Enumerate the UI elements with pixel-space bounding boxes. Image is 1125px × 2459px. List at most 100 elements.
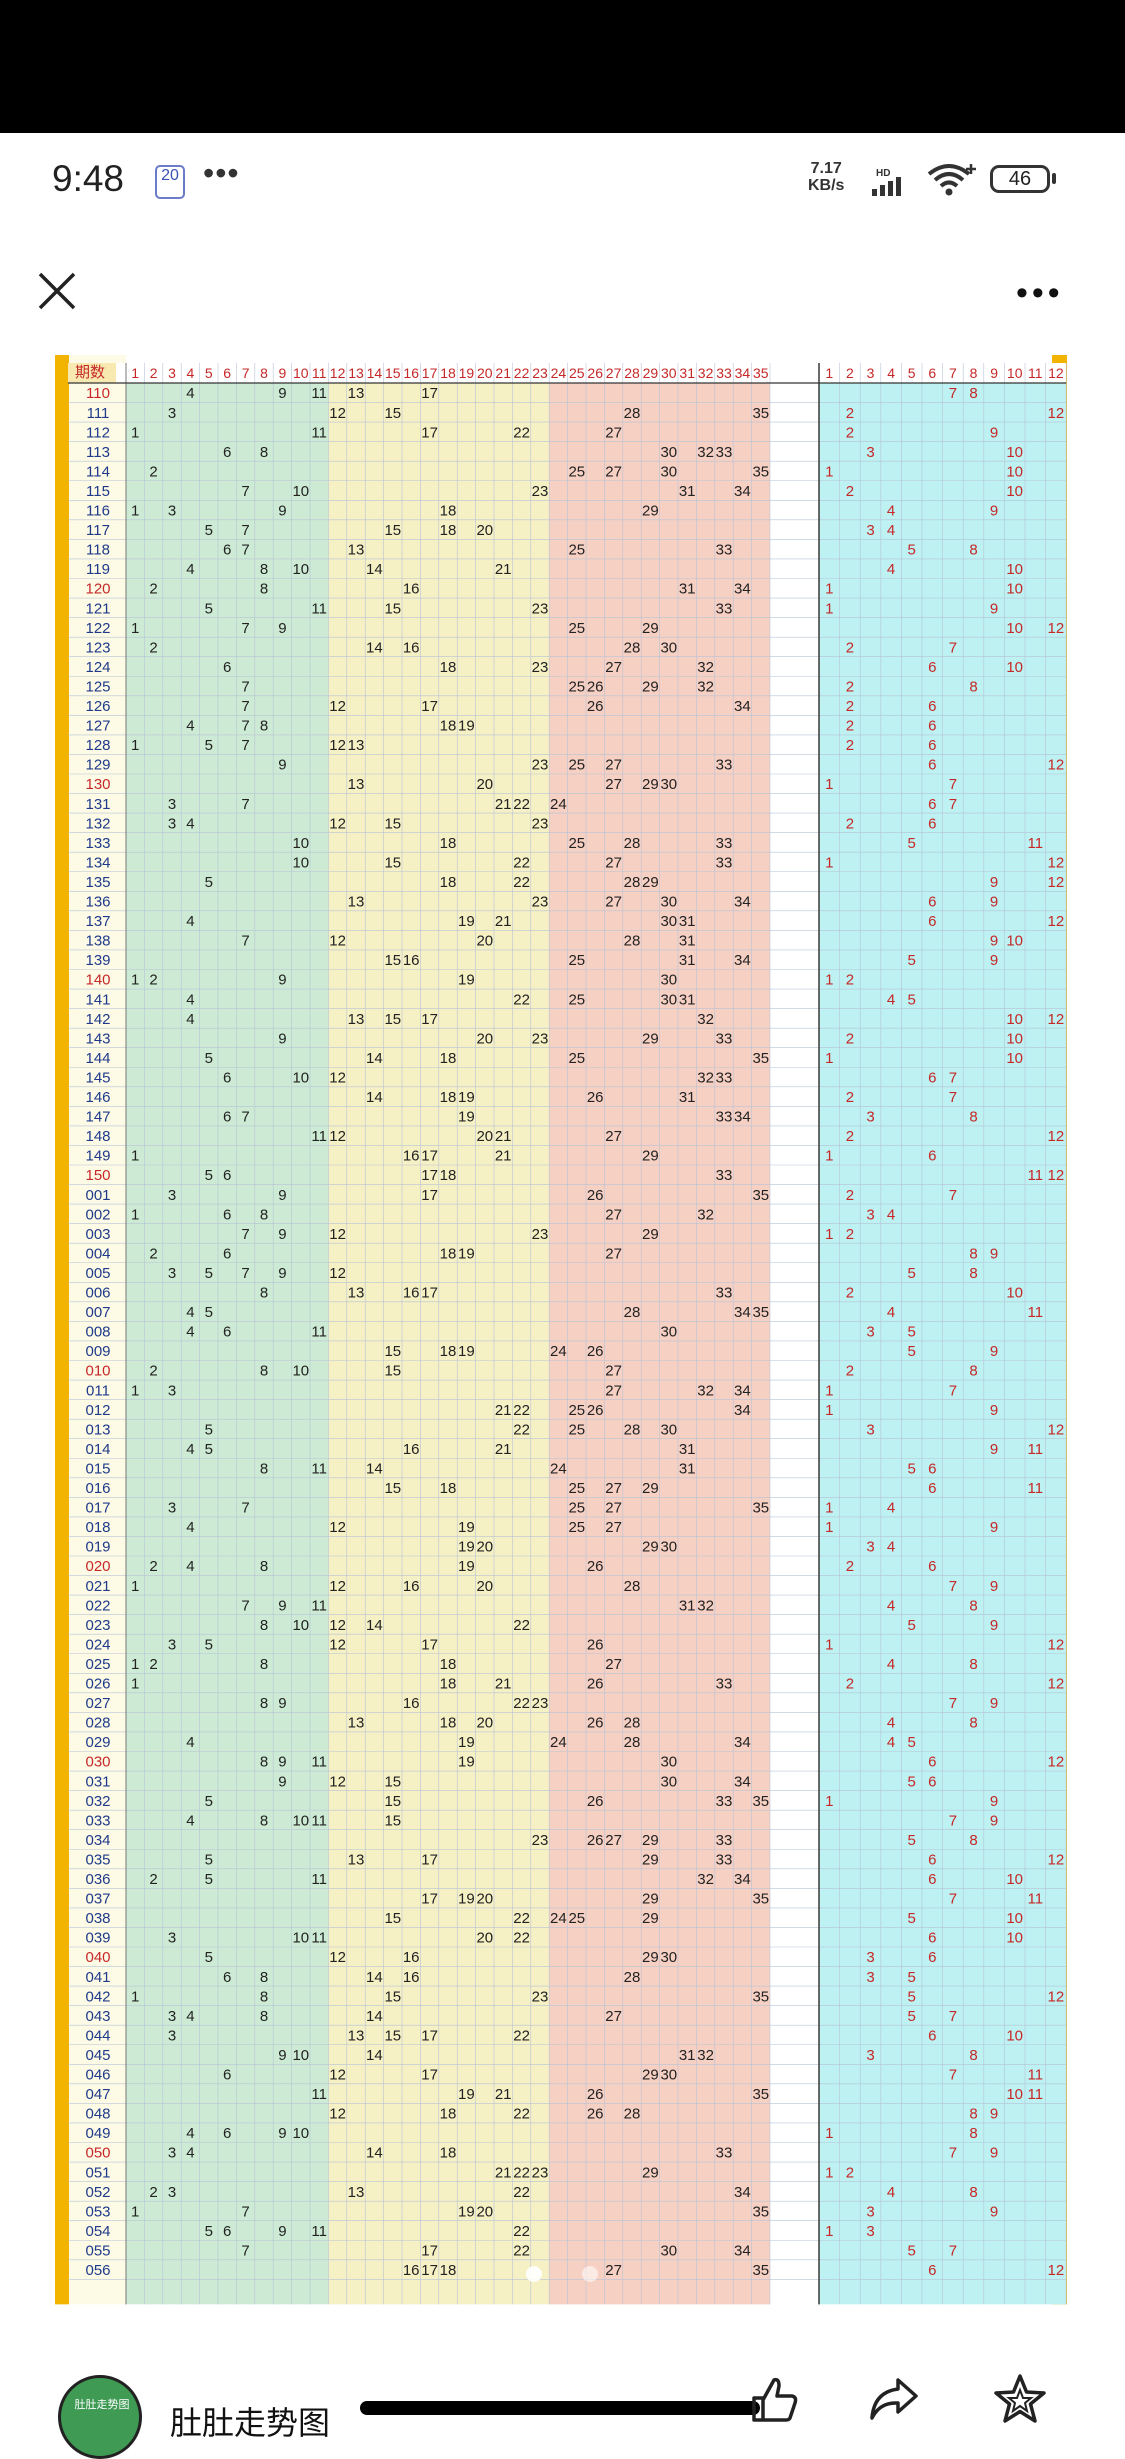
row-period: 049 <box>85 2125 110 2142</box>
blue-ball-mark: 3 <box>866 1109 874 1126</box>
blue-ball-mark: 10 <box>1006 1910 1023 1927</box>
blue-ball-mark: 2 <box>846 815 854 832</box>
red-ball-mark: 12 <box>329 1636 346 1653</box>
red-ball-mark: 22 <box>513 2164 530 2181</box>
blue-ball-mark: 6 <box>928 1851 936 1868</box>
blue-ball-mark: 12 <box>1048 757 1065 774</box>
row-period: 019 <box>85 1539 110 1556</box>
row-period: 028 <box>85 1715 110 1732</box>
red-ball-mark: 18 <box>440 1676 457 1693</box>
red-ball-mark: 3 <box>168 1265 176 1282</box>
red-ball-mark: 15 <box>384 1988 401 2005</box>
row-period: 131 <box>85 796 110 813</box>
red-ball-mark: 17 <box>421 1011 438 1028</box>
red-ball-mark: 22 <box>513 854 530 871</box>
red-ball-mark: 9 <box>278 2125 286 2142</box>
red-ball-mark: 14 <box>366 1969 383 1986</box>
red-ball-mark: 3 <box>168 1930 176 1947</box>
trend-chart-image[interactable]: 期数 1 2 3 4 5 6 7 8 9 10 11 12 13 14 15 16 17 18 19 20 21 22 23 2… <box>0 355 1125 2335</box>
red-ball-mark: 22 <box>513 2106 530 2123</box>
blue-ball-mark: 8 <box>969 1363 977 1380</box>
header-red-number: 34 <box>735 365 751 381</box>
blue-ball-mark: 5 <box>908 542 916 559</box>
red-ball-mark: 3 <box>168 405 176 422</box>
red-ball-mark: 19 <box>458 1558 475 1575</box>
red-ball-mark: 2 <box>149 1558 157 1575</box>
blue-ball-mark: 1 <box>825 1148 833 1165</box>
blue-ball-mark: 9 <box>990 1519 998 1536</box>
red-ball-mark: 7 <box>241 796 249 813</box>
blue-ball-mark: 1 <box>825 1793 833 1810</box>
row-period: 030 <box>85 1754 110 1771</box>
row-period: 110 <box>86 385 110 402</box>
red-ball-mark: 9 <box>278 1265 286 1282</box>
red-ball-mark: 6 <box>223 1206 231 1223</box>
red-ball-mark: 31 <box>679 2047 696 2064</box>
red-ball-mark: 31 <box>679 933 696 950</box>
row-period: 126 <box>85 698 110 715</box>
blue-ball-mark: 11 <box>1028 1891 1044 1908</box>
horizontal-scrollbar[interactable] <box>360 2401 760 2415</box>
blue-ball-mark: 7 <box>949 1069 957 1086</box>
blue-ball-mark: 12 <box>1048 1421 1065 1438</box>
row-period: 113 <box>86 444 110 461</box>
close-icon[interactable] <box>34 268 80 314</box>
red-ball-mark: 28 <box>624 1715 641 1732</box>
row-period: 004 <box>85 1245 110 1262</box>
blue-ball-mark: 8 <box>969 542 977 559</box>
red-ball-mark: 28 <box>624 1734 641 1751</box>
blue-ball-mark: 2 <box>846 972 854 989</box>
red-ball-mark: 32 <box>697 1382 714 1399</box>
red-ball-mark: 26 <box>587 1187 604 1204</box>
blue-ball-mark: 8 <box>969 385 977 402</box>
red-ball-mark: 8 <box>260 1617 268 1634</box>
blue-ball-mark: 6 <box>928 1069 936 1086</box>
author-name[interactable]: 肚肚走势图 <box>170 2405 331 2441</box>
red-ball-mark: 21 <box>495 1441 512 1458</box>
wifi-icon <box>927 164 976 196</box>
blue-ball-mark: 10 <box>1006 2027 1023 2044</box>
red-ball-mark: 6 <box>223 659 231 676</box>
status-overflow-icon: ••• <box>203 155 240 191</box>
red-ball-mark: 19 <box>458 1539 475 1556</box>
red-ball-mark: 1 <box>131 1656 139 1673</box>
red-ball-mark: 23 <box>532 600 549 617</box>
red-ball-mark: 23 <box>532 1988 549 2005</box>
red-ball-mark: 9 <box>278 1226 286 1243</box>
thumbs-up-icon[interactable] <box>744 2370 804 2430</box>
red-ball-mark: 30 <box>660 444 677 461</box>
header-red-number: 13 <box>348 365 364 381</box>
row-period: 146 <box>85 1089 110 1106</box>
red-ball-mark: 31 <box>679 1441 696 1458</box>
row-period: 006 <box>85 1285 110 1302</box>
header-red-number: 32 <box>698 365 714 381</box>
red-ball-mark: 19 <box>458 1343 475 1360</box>
blue-ball-mark: 5 <box>908 1969 916 1986</box>
battery-tip <box>1052 173 1056 184</box>
red-ball-mark: 7 <box>241 698 249 715</box>
red-ball-mark: 20 <box>476 1930 493 1947</box>
red-ball-mark: 13 <box>348 776 365 793</box>
row-period: 138 <box>85 933 110 950</box>
red-ball-mark: 18 <box>440 1050 457 1067</box>
more-icon[interactable]: ••• <box>1016 274 1064 312</box>
red-ball-mark: 35 <box>752 405 769 422</box>
red-ball-mark: 6 <box>223 1167 231 1184</box>
star-icon[interactable] <box>990 2370 1050 2430</box>
blue-ball-mark: 12 <box>1048 913 1065 930</box>
row-period: 008 <box>85 1324 110 1341</box>
red-ball-mark: 1 <box>131 2203 139 2220</box>
blue-ball-mark: 9 <box>990 1695 998 1712</box>
share-icon[interactable] <box>864 2370 924 2430</box>
red-ball-mark: 17 <box>421 1285 438 1302</box>
red-ball-mark: 28 <box>624 1578 641 1595</box>
red-ball-mark: 4 <box>186 991 194 1008</box>
author-avatar[interactable]: 肚肚走势图 <box>58 2375 142 2459</box>
red-ball-mark: 34 <box>734 581 751 598</box>
red-ball-mark: 25 <box>568 1402 585 1419</box>
red-ball-mark: 8 <box>260 1988 268 2005</box>
red-ball-mark: 29 <box>642 1030 659 1047</box>
red-ball-mark: 35 <box>752 1187 769 1204</box>
red-ball-mark: 29 <box>642 2164 659 2181</box>
red-ball-mark: 6 <box>223 1069 231 1086</box>
